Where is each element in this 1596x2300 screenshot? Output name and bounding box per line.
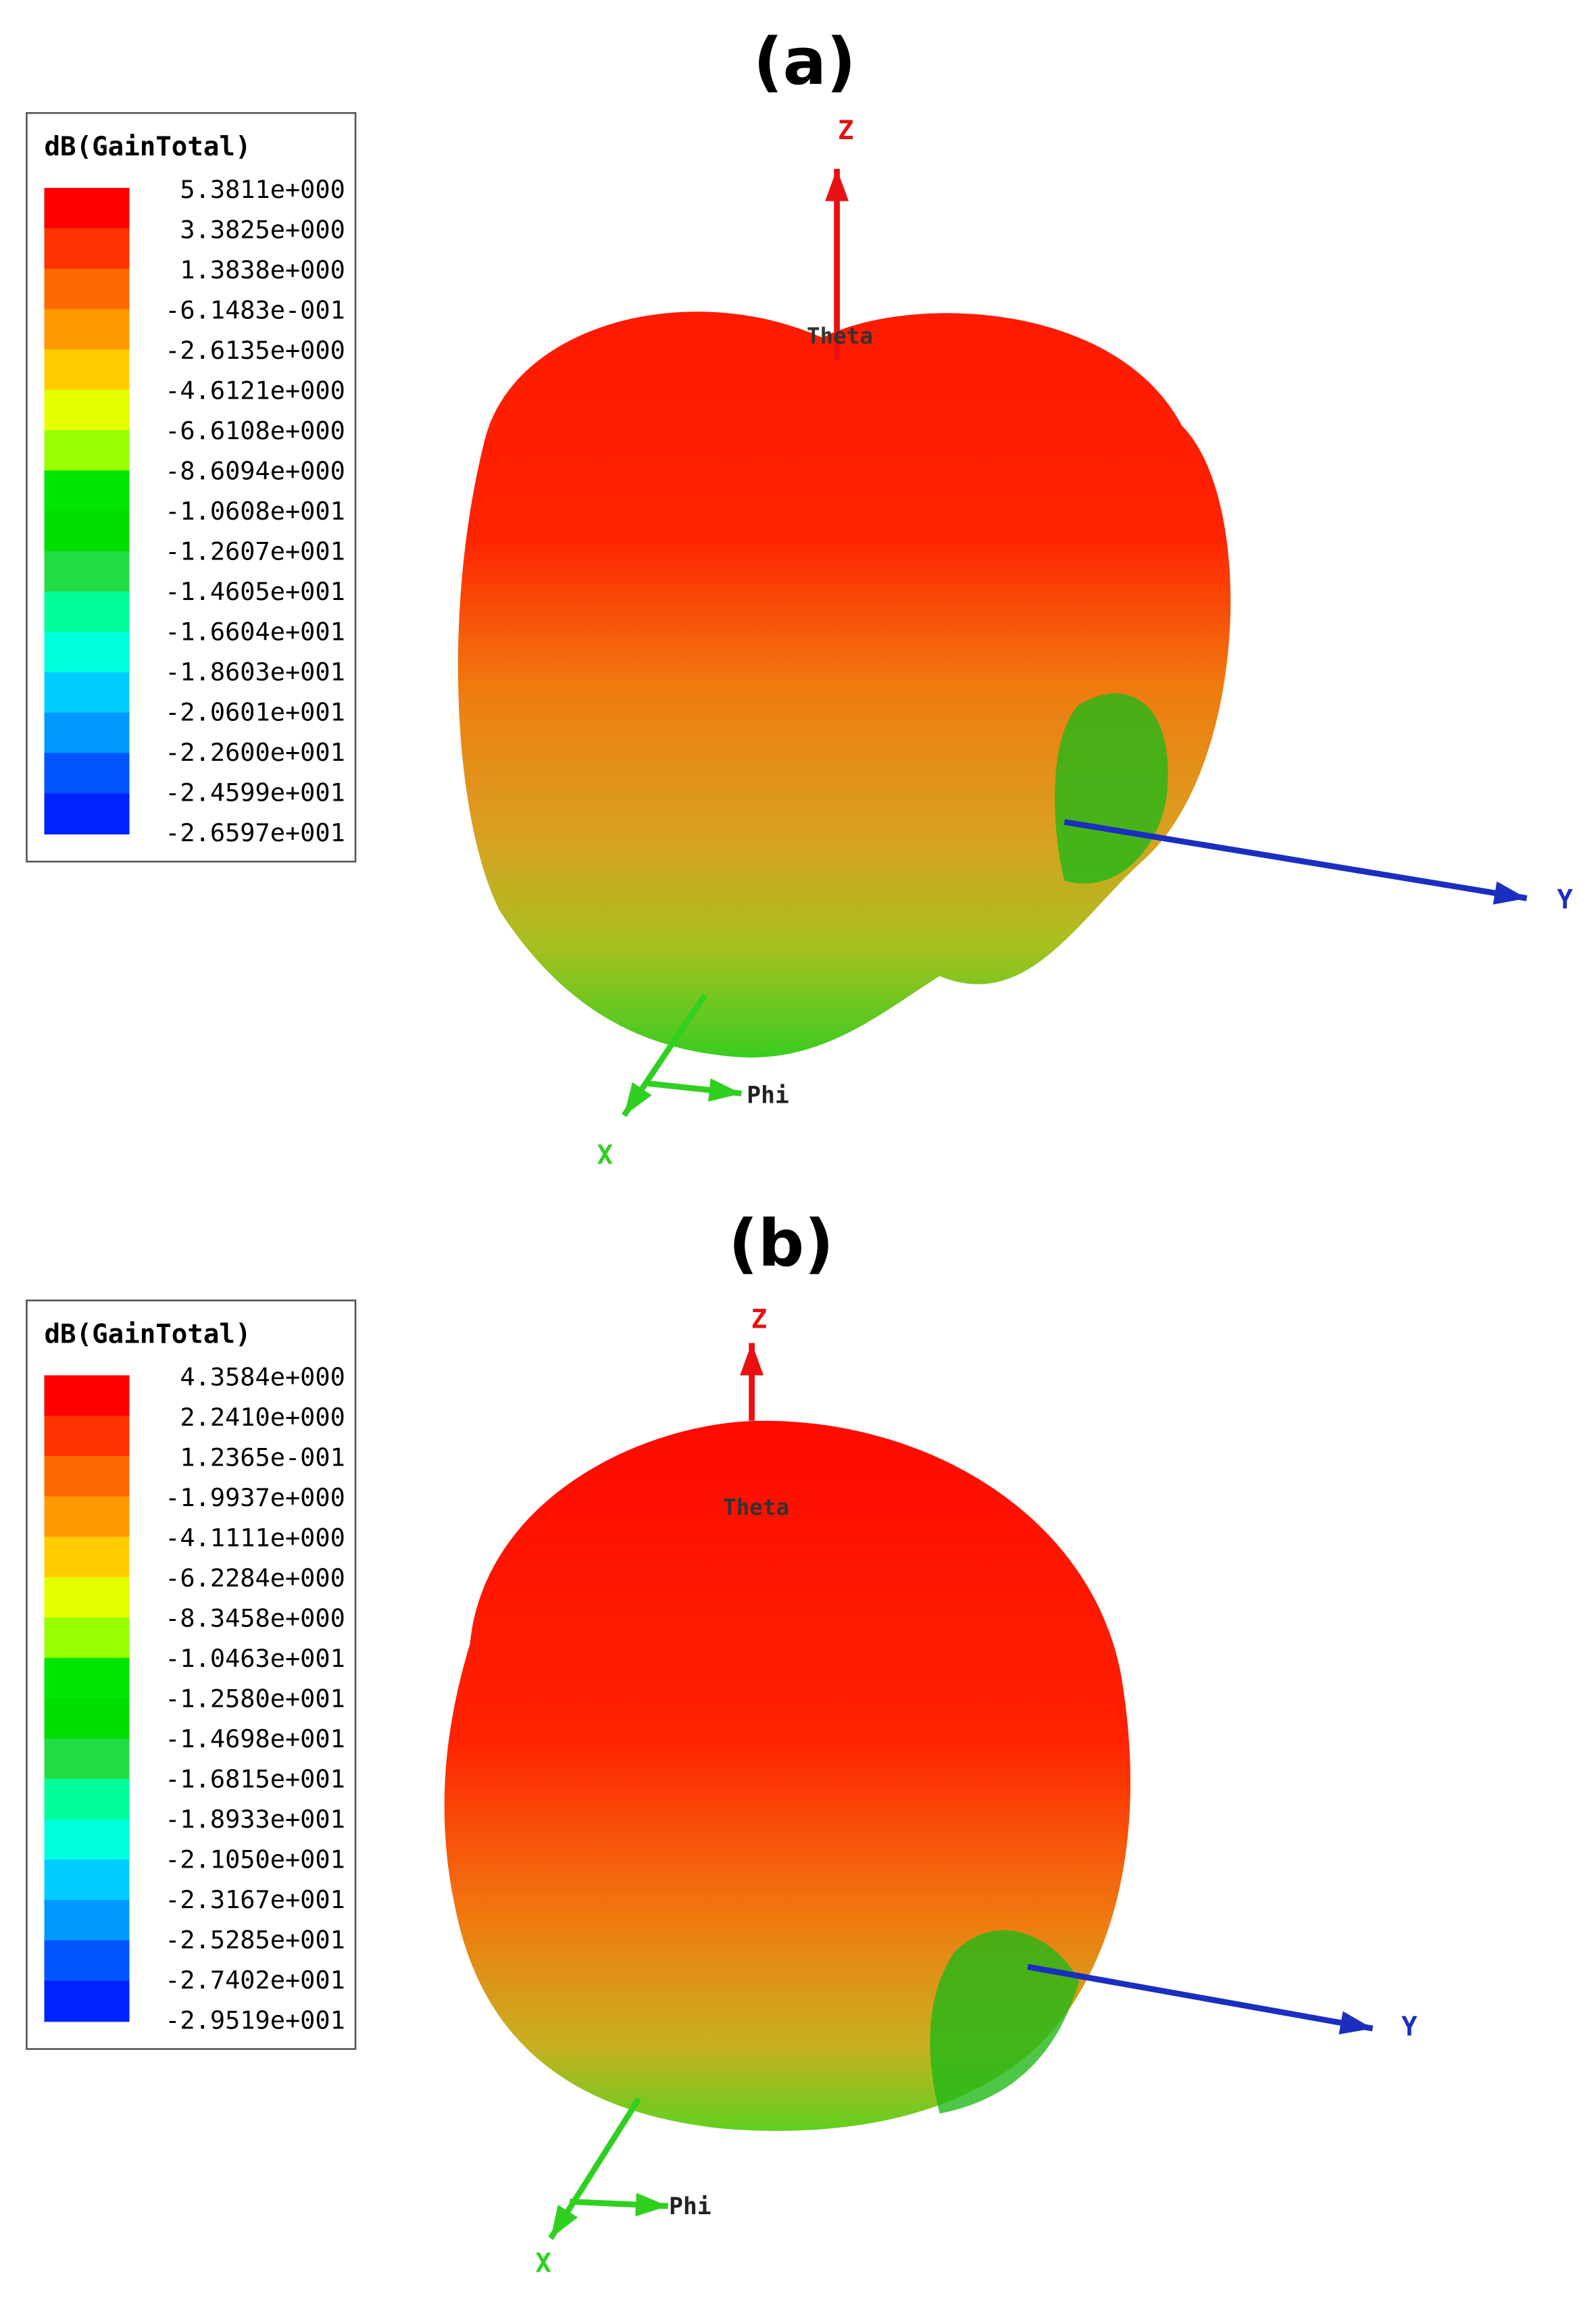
legend-entry: 1.2365e-001 [180, 1443, 345, 1472]
legend-swatch [44, 1416, 130, 1457]
panel-label: (b) [728, 1205, 834, 1281]
legend-entry: -8.3458e+000 [165, 1603, 345, 1632]
legend-swatch [44, 268, 130, 310]
legend-swatch [44, 430, 130, 472]
legend-entry: -2.2600e+001 [165, 738, 345, 767]
theta-label: Theta [723, 1495, 789, 1520]
legend-swatch [44, 389, 130, 431]
legend-entry: -2.5285e+001 [165, 1926, 345, 1955]
legend-entry: -8.6094e+000 [165, 457, 345, 486]
legend-swatch [44, 1900, 130, 1941]
legend-entry: -4.1111e+000 [165, 1523, 345, 1552]
legend-title: dB(GainTotal) [45, 132, 251, 162]
legend-entry: -2.4599e+001 [165, 778, 345, 807]
legend-swatch [44, 1657, 130, 1699]
legend-entry: -1.0608e+001 [165, 497, 345, 526]
legend-swatch [44, 712, 130, 754]
legend-entry: -1.0463e+001 [165, 1644, 345, 1673]
legend-swatch [44, 1819, 130, 1861]
legend-swatch [44, 188, 130, 229]
z-axis-head [740, 1343, 764, 1376]
legend-entry: -1.6815e+001 [165, 1765, 345, 1794]
phi-arrow-head [635, 2193, 668, 2217]
legend-entry: -1.8603e+001 [165, 657, 345, 686]
legend-swatch [44, 1859, 130, 1901]
legend-swatch [44, 1980, 130, 2022]
legend-entry: -6.1483e-001 [165, 295, 345, 324]
legend-swatch [44, 349, 130, 391]
pattern-lobe [930, 1930, 1079, 2114]
x-label: X [535, 2248, 551, 2278]
legend-entry: -1.2580e+001 [165, 1684, 345, 1713]
panel-label: (a) [753, 24, 856, 99]
legend-entry: 4.3584e+000 [180, 1362, 345, 1391]
y-axis [1064, 819, 1528, 901]
phi-label: Phi [747, 1082, 789, 1109]
legend-swatch [44, 1536, 130, 1578]
legend-swatch [44, 470, 130, 512]
legend-swatch [44, 1617, 130, 1659]
z-label: Z [838, 116, 854, 146]
y-axis-head [1493, 881, 1527, 905]
legend-swatch [44, 632, 130, 674]
legend-entry: -2.1050e+001 [165, 1845, 345, 1874]
legend-swatch [44, 793, 130, 834]
legend-swatch [44, 591, 130, 633]
legend-entry: -4.6121e+000 [165, 376, 345, 405]
y-axis-head [1339, 2011, 1373, 2034]
y-label: Y [1401, 2012, 1418, 2043]
x-axis-head [624, 1082, 652, 1116]
legend-entry: -2.0601e+001 [165, 698, 345, 727]
legend-entry: -6.2284e+000 [165, 1564, 345, 1593]
legend-entry: -2.9519e+001 [165, 2006, 345, 2035]
legend-entry: -6.6108e+000 [165, 416, 345, 445]
legend-entry: 1.3838e+000 [180, 255, 345, 284]
legend-swatch [44, 672, 130, 714]
legend-entry: -1.4698e+001 [165, 1724, 345, 1753]
panel: (a) dB(GainTotal) 5.3811e+000 3.3825e+000 1.… [26, 24, 1573, 1170]
legend-entry: -1.4605e+001 [165, 577, 345, 606]
z-label: Z [751, 1305, 768, 1335]
radiation-pattern [457, 311, 1231, 1058]
legend-entry: -2.7402e+001 [165, 1966, 345, 1995]
x-label: X [597, 1140, 614, 1170]
legend-swatch [44, 228, 130, 270]
legend-swatch [44, 1778, 130, 1820]
legend-entry: -1.9937e+000 [165, 1483, 345, 1512]
z-axis-head [825, 168, 849, 201]
legend-swatch [44, 1698, 130, 1740]
legend-title: dB(GainTotal) [45, 1319, 251, 1349]
legend-entry: -1.2607e+001 [165, 537, 345, 566]
legend-swatch [44, 551, 130, 593]
legend-swatch [44, 1496, 130, 1538]
legend-entry: -1.6604e+001 [165, 618, 345, 647]
legend-swatch [44, 1375, 130, 1417]
phi-arrow-head [707, 1078, 742, 1102]
legend-entry: 2.2410e+000 [180, 1403, 345, 1432]
legend-swatch [44, 1739, 130, 1780]
legend-swatch [44, 1940, 130, 1982]
legend-entry: -1.8933e+001 [165, 1805, 345, 1834]
y-label: Y [1557, 884, 1573, 915]
legend-swatch [44, 309, 130, 351]
legend-entry: -2.6135e+000 [165, 336, 345, 365]
legend-entry: 5.3811e+000 [180, 175, 345, 204]
phi-label: Phi [669, 2193, 712, 2220]
legend-entry: -2.3167e+001 [165, 1885, 345, 1914]
legend-entry: -2.6597e+001 [165, 818, 345, 847]
legend-swatch [44, 1577, 130, 1618]
panel: (b) dB(GainTotal) 4.3584e+000 2.2410e+000 1.… [26, 1205, 1418, 2278]
x-axis-head [550, 2205, 578, 2239]
pattern-lobe [1055, 693, 1168, 884]
y-axis [1027, 1964, 1374, 2032]
theta-label: Theta [807, 324, 873, 349]
legend-swatch [44, 1455, 130, 1497]
legend-entry: 3.3825e+000 [180, 215, 345, 244]
legend-swatch [44, 753, 130, 795]
legend-swatch [44, 510, 130, 552]
